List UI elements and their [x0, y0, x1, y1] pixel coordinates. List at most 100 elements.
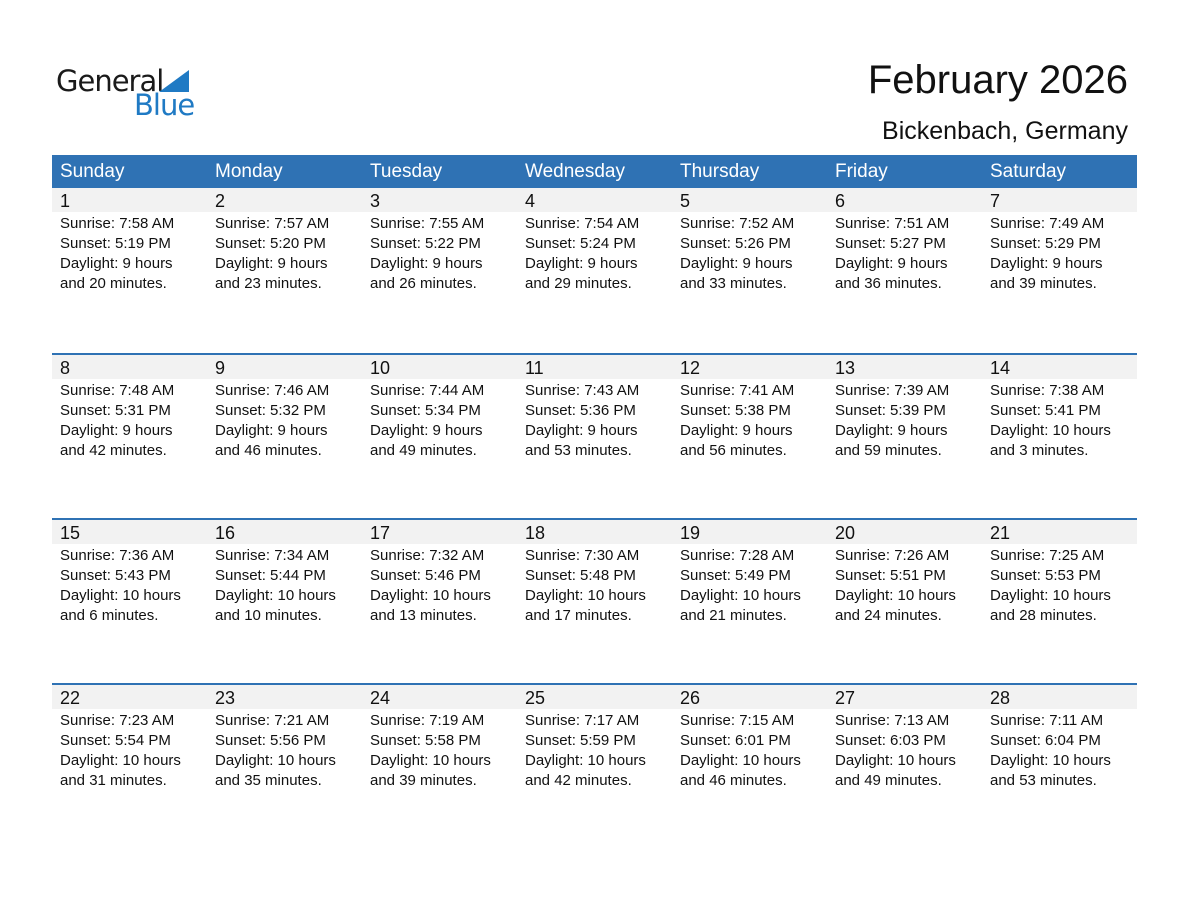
day-cell: 2 Sunrise: 7:57 AM Sunset: 5:20 PM Daylight…	[207, 188, 362, 353]
day-number: 16	[207, 520, 362, 544]
daylight-minutes-text: and 35 minutes.	[215, 772, 322, 789]
day-cell: 17 Sunrise: 7:32 AM Sunset: 5:46 PM Dayligh…	[362, 520, 517, 683]
daylight-minutes-text: and 46 minutes.	[215, 442, 322, 459]
daylight-text: Daylight: 9 hours	[60, 255, 173, 272]
sunrise-text: Sunrise: 7:46 AM	[215, 382, 330, 399]
daylight-text: Daylight: 9 hours	[680, 255, 793, 272]
day-number: 15	[52, 520, 207, 544]
day-cell: 12 Sunrise: 7:41 AM Sunset: 5:38 PM Dayligh…	[672, 355, 827, 518]
daylight-text: Daylight: 10 hours	[60, 587, 181, 604]
daylight-text: Daylight: 9 hours	[525, 255, 638, 272]
week-row: 8 Sunrise: 7:48 AM Sunset: 5:31 PM Daylight…	[52, 353, 1137, 518]
daylight-minutes-text: and 56 minutes.	[680, 442, 787, 459]
weekday-sunday: Sunday	[60, 161, 125, 182]
day-cell: 28 Sunrise: 7:11 AM Sunset: 6:04 PM Dayligh…	[982, 685, 1137, 848]
daylight-text: Daylight: 10 hours	[525, 587, 646, 604]
daylight-text: Daylight: 9 hours	[215, 255, 328, 272]
logo-text-blue: Blue	[134, 88, 195, 122]
sunrise-text: Sunrise: 7:49 AM	[990, 215, 1105, 232]
daylight-text: Daylight: 9 hours	[370, 255, 483, 272]
day-number: 1	[52, 188, 207, 212]
daylight-text: Daylight: 10 hours	[835, 587, 956, 604]
daylight-text: Daylight: 10 hours	[990, 422, 1111, 439]
day-cell: 11 Sunrise: 7:43 AM Sunset: 5:36 PM Dayligh…	[517, 355, 672, 518]
day-number: 5	[672, 188, 827, 212]
week-row: 15 Sunrise: 7:36 AM Sunset: 5:43 PM Dayligh…	[52, 518, 1137, 683]
daylight-minutes-text: and 10 minutes.	[215, 607, 322, 624]
daylight-text: Daylight: 9 hours	[680, 422, 793, 439]
daylight-text: Daylight: 10 hours	[60, 752, 181, 769]
sunrise-text: Sunrise: 7:36 AM	[60, 547, 175, 564]
sunset-text: Sunset: 5:36 PM	[525, 402, 636, 419]
daylight-minutes-text: and 26 minutes.	[370, 275, 477, 292]
weekday-wednesday: Wednesday	[525, 161, 625, 182]
day-number: 9	[207, 355, 362, 379]
day-number: 14	[982, 355, 1137, 379]
sunrise-text: Sunrise: 7:25 AM	[990, 547, 1105, 564]
sunset-text: Sunset: 5:54 PM	[60, 732, 171, 749]
day-number: 4	[517, 188, 672, 212]
day-number: 11	[517, 355, 672, 379]
day-cell: 1 Sunrise: 7:58 AM Sunset: 5:19 PM Daylight…	[52, 188, 207, 353]
sunset-text: Sunset: 5:31 PM	[60, 402, 171, 419]
daylight-text: Daylight: 9 hours	[525, 422, 638, 439]
page-title: February 2026	[867, 58, 1128, 102]
daylight-minutes-text: and 53 minutes.	[990, 772, 1097, 789]
day-cell: 10 Sunrise: 7:44 AM Sunset: 5:34 PM Dayligh…	[362, 355, 517, 518]
sunrise-text: Sunrise: 7:28 AM	[680, 547, 795, 564]
day-cell: 24 Sunrise: 7:19 AM Sunset: 5:58 PM Dayligh…	[362, 685, 517, 848]
day-number: 21	[982, 520, 1137, 544]
daylight-minutes-text: and 42 minutes.	[60, 442, 167, 459]
day-cell: 15 Sunrise: 7:36 AM Sunset: 5:43 PM Dayligh…	[52, 520, 207, 683]
day-cell: 22 Sunrise: 7:23 AM Sunset: 5:54 PM Dayligh…	[52, 685, 207, 848]
day-cell: 4 Sunrise: 7:54 AM Sunset: 5:24 PM Daylight…	[517, 188, 672, 353]
sunrise-text: Sunrise: 7:19 AM	[370, 712, 485, 729]
sunrise-text: Sunrise: 7:58 AM	[60, 215, 175, 232]
sunset-text: Sunset: 5:51 PM	[835, 567, 946, 584]
day-cell: 27 Sunrise: 7:13 AM Sunset: 6:03 PM Dayligh…	[827, 685, 982, 848]
sunrise-text: Sunrise: 7:11 AM	[990, 712, 1104, 729]
day-number: 26	[672, 685, 827, 709]
daylight-text: Daylight: 10 hours	[680, 752, 801, 769]
day-cell: 18 Sunrise: 7:30 AM Sunset: 5:48 PM Dayligh…	[517, 520, 672, 683]
daylight-text: Daylight: 10 hours	[370, 752, 491, 769]
sunset-text: Sunset: 6:01 PM	[680, 732, 791, 749]
daylight-text: Daylight: 10 hours	[215, 752, 336, 769]
day-cell: 25 Sunrise: 7:17 AM Sunset: 5:59 PM Dayligh…	[517, 685, 672, 848]
daylight-minutes-text: and 3 minutes.	[990, 442, 1089, 459]
sunrise-text: Sunrise: 7:23 AM	[60, 712, 175, 729]
day-cell: 19 Sunrise: 7:28 AM Sunset: 5:49 PM Dayligh…	[672, 520, 827, 683]
daylight-minutes-text: and 53 minutes.	[525, 442, 632, 459]
daylight-text: Daylight: 10 hours	[990, 752, 1111, 769]
day-number: 25	[517, 685, 672, 709]
daylight-minutes-text: and 59 minutes.	[835, 442, 942, 459]
daylight-minutes-text: and 46 minutes.	[680, 772, 787, 789]
sunset-text: Sunset: 5:22 PM	[370, 235, 481, 252]
daylight-minutes-text: and 23 minutes.	[215, 275, 322, 292]
sunset-text: Sunset: 5:26 PM	[680, 235, 791, 252]
sunrise-text: Sunrise: 7:15 AM	[680, 712, 795, 729]
daylight-minutes-text: and 36 minutes.	[835, 275, 942, 292]
sunrise-text: Sunrise: 7:17 AM	[525, 712, 640, 729]
day-cell: 26 Sunrise: 7:15 AM Sunset: 6:01 PM Dayligh…	[672, 685, 827, 848]
daylight-minutes-text: and 6 minutes.	[60, 607, 159, 624]
sunrise-text: Sunrise: 7:32 AM	[370, 547, 485, 564]
daylight-minutes-text: and 49 minutes.	[370, 442, 477, 459]
day-cell: 9 Sunrise: 7:46 AM Sunset: 5:32 PM Daylight…	[207, 355, 362, 518]
day-number: 7	[982, 188, 1137, 212]
sunset-text: Sunset: 5:44 PM	[215, 567, 326, 584]
daylight-text: Daylight: 9 hours	[835, 422, 948, 439]
day-cell: 6 Sunrise: 7:51 AM Sunset: 5:27 PM Daylight…	[827, 188, 982, 353]
daylight-text: Daylight: 9 hours	[835, 255, 948, 272]
weekday-friday: Friday	[835, 161, 888, 182]
daylight-minutes-text: and 13 minutes.	[370, 607, 477, 624]
calendar: Sunday Monday Tuesday Wednesday Thursday Frid…	[52, 155, 1137, 848]
weekday-monday: Monday	[215, 161, 283, 182]
sunrise-text: Sunrise: 7:55 AM	[370, 215, 485, 232]
daylight-text: Daylight: 10 hours	[215, 587, 336, 604]
day-cell: 14 Sunrise: 7:38 AM Sunset: 5:41 PM Dayligh…	[982, 355, 1137, 518]
day-cell: 13 Sunrise: 7:39 AM Sunset: 5:39 PM Dayligh…	[827, 355, 982, 518]
week-row: 1 Sunrise: 7:58 AM Sunset: 5:19 PM Daylight…	[52, 188, 1137, 353]
location: Bickenbach, Germany	[882, 117, 1128, 145]
daylight-text: Daylight: 10 hours	[835, 752, 956, 769]
